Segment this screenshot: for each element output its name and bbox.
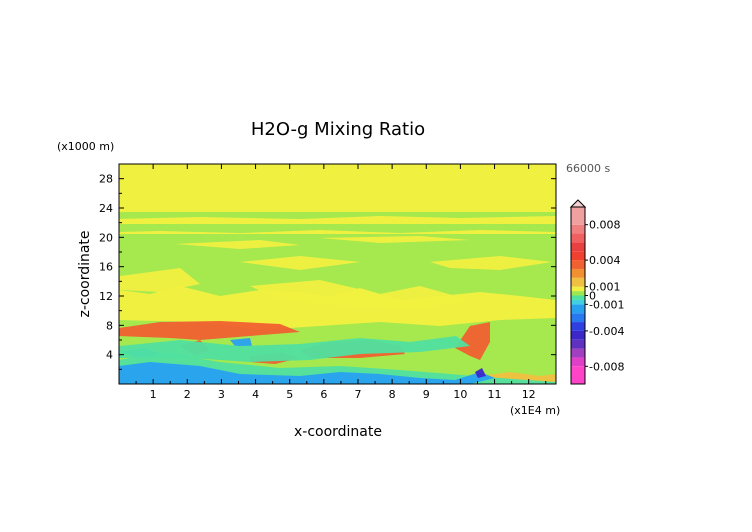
contour-region: [430, 256, 552, 270]
colorbar-label: -0.001: [589, 298, 624, 311]
colorbar-label: -0.008: [589, 360, 624, 373]
contour-region: [119, 336, 470, 362]
colorbar-band: [571, 304, 585, 314]
x-axis-title: x-coordinate: [294, 424, 382, 440]
x-axis: 1 2 3 4 5 6 7 8 9 10 11 12: [135, 164, 547, 401]
x-unit-label: (x1E4 m): [510, 404, 560, 417]
x-tick-label: 2: [184, 388, 191, 401]
colorbar-band: [571, 299, 585, 305]
colorbar-band: [571, 242, 585, 252]
x-tick-label: 7: [354, 388, 361, 401]
colorbar-band: [571, 339, 585, 349]
colorbar-label: 0.001: [589, 281, 621, 294]
colorbar-band: [571, 348, 585, 358]
x-tick-label: 6: [320, 388, 327, 401]
colorbar-band: [571, 366, 585, 384]
y-tick-label: 24: [99, 202, 113, 215]
y-axis: 4 8 12 16 20 24 28: [99, 173, 556, 370]
y-tick-label: 12: [99, 290, 113, 303]
colorbar-band: [571, 286, 585, 292]
contour-region: [455, 322, 490, 360]
x-tick-label: 8: [389, 388, 396, 401]
contour-region: [119, 212, 556, 219]
x-tick-label: 3: [218, 388, 225, 401]
x-tick-label: 1: [150, 388, 157, 401]
x-tick-label: 11: [488, 388, 502, 401]
mixing-ratio-field: [119, 164, 556, 384]
colorbar-band: [571, 207, 585, 225]
contour-region: [119, 234, 556, 300]
y-unit-label: (x1000 m): [57, 140, 114, 153]
x-tick-label: 12: [522, 388, 536, 401]
x-tick-label: 9: [423, 388, 430, 401]
x-tick-label: 4: [252, 388, 259, 401]
contour-region: [230, 338, 252, 346]
x-tick-label: 5: [286, 388, 293, 401]
contour-region: [119, 224, 556, 233]
colorbar-band: [571, 251, 585, 261]
colorbar-band: [571, 268, 585, 278]
colorbar-band: [571, 322, 585, 331]
colorbar-band: [571, 357, 585, 367]
x-tick-label: 10: [453, 388, 467, 401]
y-tick-label: 20: [99, 231, 113, 244]
colorbar-band: [571, 224, 585, 234]
contour-region: [475, 368, 486, 378]
colorbar-band: [571, 330, 585, 340]
time-label: 66000 s: [566, 162, 610, 175]
contour-region: [120, 268, 200, 292]
contour-region: [119, 321, 300, 340]
contour-region: [175, 240, 300, 249]
y-tick-label: 16: [99, 261, 113, 274]
y-axis-title: z-coordinate: [77, 230, 93, 317]
y-tick-label: 4: [106, 349, 113, 362]
colorbar-band: [571, 313, 585, 323]
chart-title: H2O-g Mixing Ratio: [251, 119, 425, 140]
contour-region: [320, 236, 470, 243]
colorbar-band: [571, 295, 585, 300]
colorbar-band: [571, 260, 585, 269]
contour-region: [119, 362, 495, 384]
y-tick-label: 28: [99, 173, 113, 186]
plot-frame: [118, 163, 557, 385]
colorbar-label: 0: [589, 290, 596, 303]
colorbar-label: 0.004: [589, 254, 621, 267]
colorbar-label: -0.004: [589, 325, 624, 338]
colorbar-band: [571, 233, 585, 243]
contour-region: [250, 280, 470, 310]
colorbar-band: [571, 291, 585, 296]
colorbar-band: [571, 277, 585, 287]
colorbar-top-arrow: [569, 199, 587, 208]
colorbar-label: 0.008: [589, 219, 621, 232]
contour-region: [240, 256, 360, 270]
y-tick-label: 8: [106, 319, 113, 332]
